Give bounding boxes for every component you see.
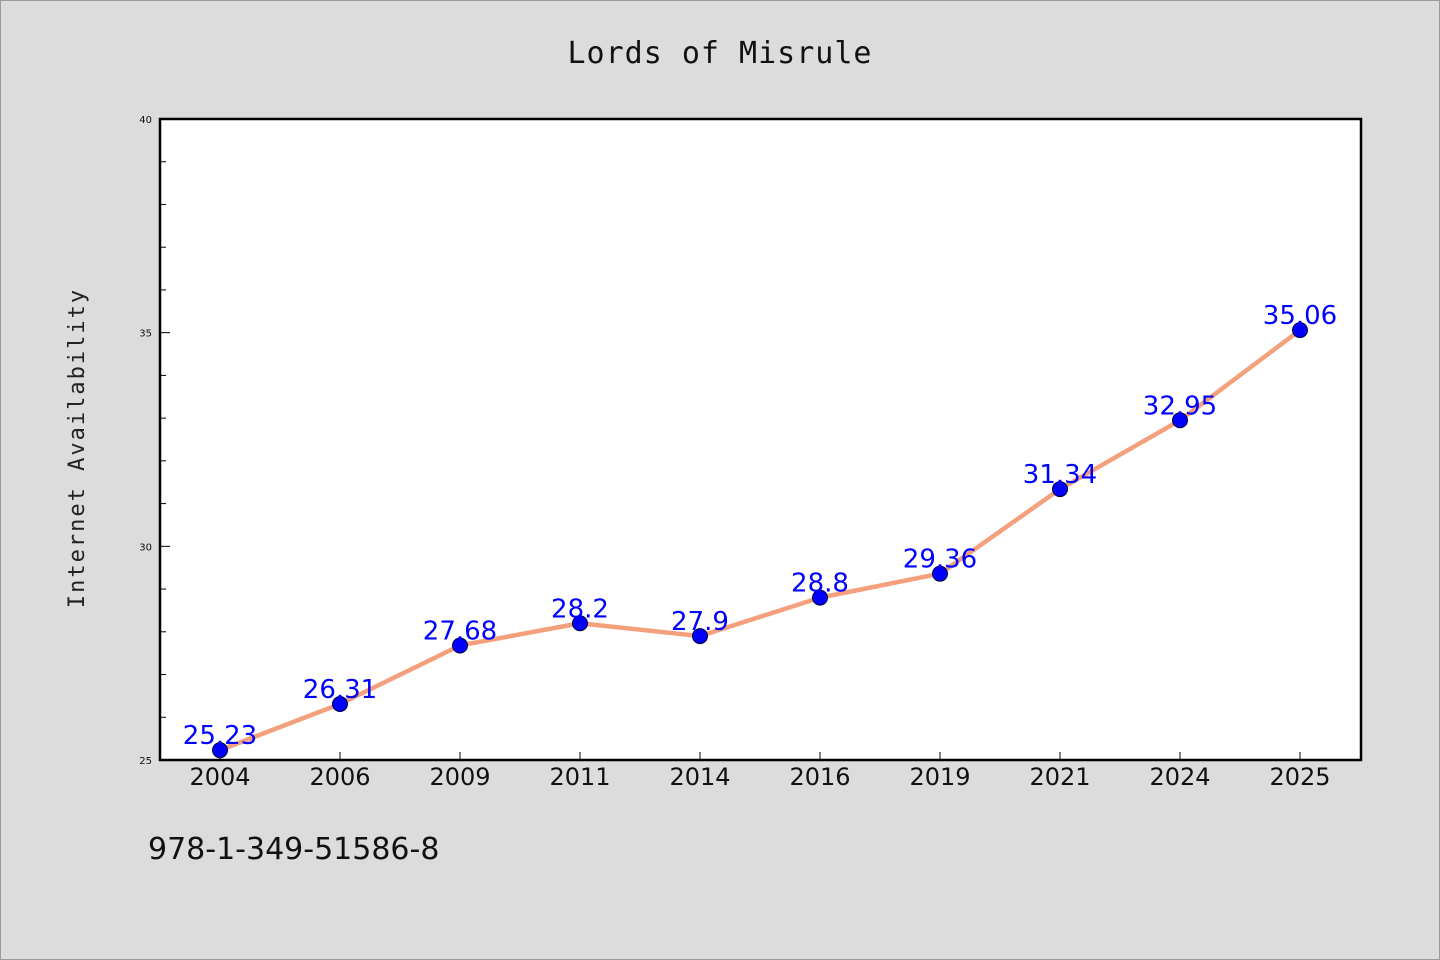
- x-tick-label: 2019: [909, 763, 970, 791]
- plot-area: [158, 117, 1363, 762]
- y-tick-label: 35: [139, 329, 152, 340]
- data-point: [812, 589, 828, 606]
- x-axis: 2004 2006 2009 2011 2014 2016 2019 2021 2024 2025: [189, 752, 1331, 791]
- x-tick-label: 2021: [1029, 763, 1090, 791]
- data-label: 35.06: [1263, 301, 1337, 331]
- x-tick-label: 2016: [789, 763, 850, 791]
- data-label: 28.8: [791, 569, 849, 599]
- data-point: [1172, 412, 1188, 429]
- x-tick-label: 2014: [669, 763, 730, 791]
- data-label: 32.95: [1143, 391, 1217, 421]
- data-label: 29.36: [903, 545, 977, 575]
- data-label: 28.2: [551, 594, 609, 624]
- x-tick-label: 2011: [549, 763, 610, 791]
- data-point: [932, 565, 948, 582]
- data-labels: 25.23 26.31 27.68 28.2 27.9 28.8 29.36 31.34 32.…: [183, 301, 1337, 751]
- y-axis: 25 30 35 40: [139, 115, 170, 767]
- x-tick-label: 2009: [429, 763, 490, 791]
- x-tick-label: 2004: [189, 763, 250, 791]
- y-tick-label: 40: [139, 115, 152, 126]
- y-tick-label: 25: [139, 756, 152, 767]
- y-tick-label: 30: [139, 542, 152, 553]
- isbn-text: 978-1-349-51586-8: [148, 832, 440, 867]
- x-tick-label: 2025: [1269, 763, 1330, 791]
- data-label: 26.31: [303, 675, 377, 705]
- data-point: [212, 742, 228, 759]
- data-point: [1292, 322, 1308, 339]
- data-point: [1052, 481, 1068, 498]
- data-label: 25.23: [183, 721, 257, 751]
- data-point: [332, 696, 348, 713]
- x-tick-label: 2006: [309, 763, 370, 791]
- series-line: [217, 327, 1303, 753]
- data-markers: [212, 322, 1308, 759]
- data-label: 31.34: [1023, 460, 1097, 490]
- data-point: [452, 637, 468, 654]
- data-label: 27.68: [423, 616, 497, 646]
- data-label: 27.9: [671, 607, 729, 637]
- data-point: [692, 628, 708, 645]
- chart-title: Lords of Misrule: [568, 36, 873, 71]
- data-point: [572, 615, 588, 632]
- x-tick-label: 2024: [1149, 763, 1210, 791]
- y-axis-label: Internet Availability: [65, 288, 90, 608]
